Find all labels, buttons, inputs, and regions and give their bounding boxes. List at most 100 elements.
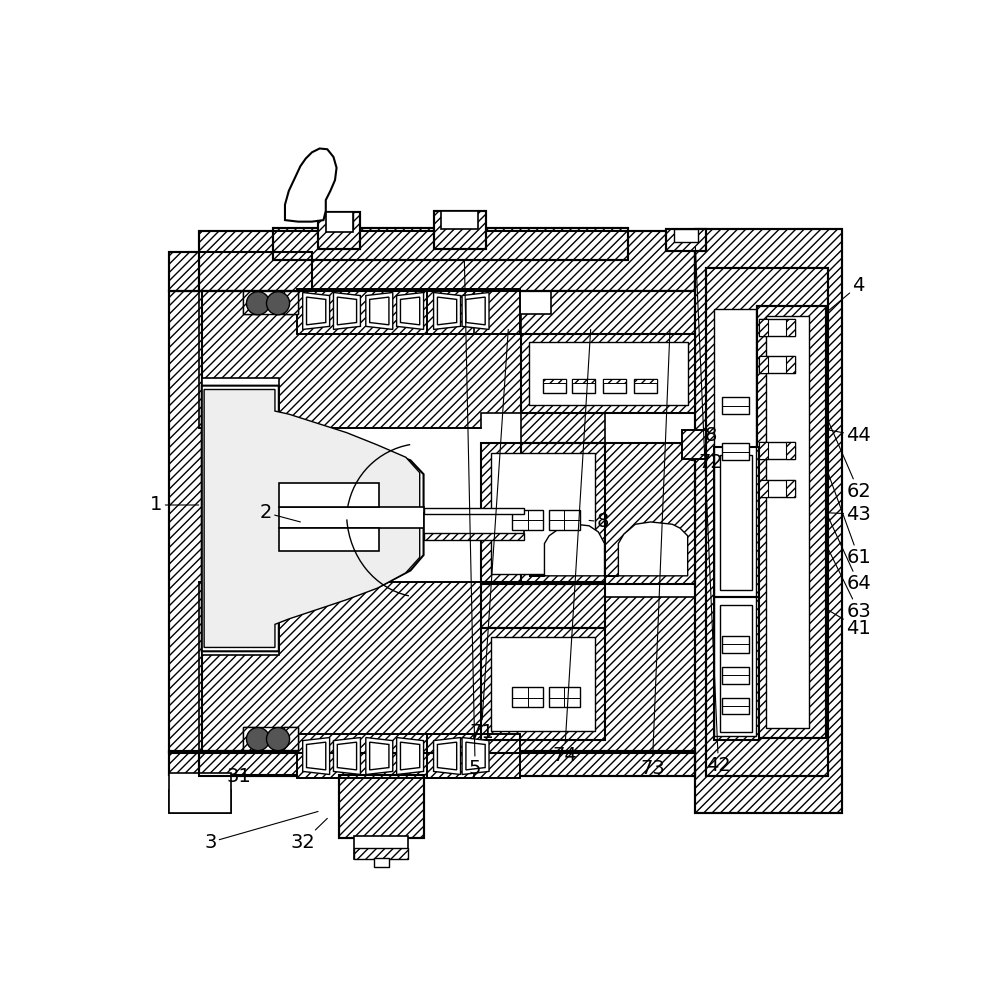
Polygon shape bbox=[201, 386, 424, 651]
Bar bbox=[242, 291, 256, 314]
Bar bbox=[759, 480, 796, 497]
Bar bbox=[242, 727, 256, 750]
Text: 63: 63 bbox=[827, 545, 871, 621]
Text: 61: 61 bbox=[827, 468, 871, 567]
Bar bbox=[634, 379, 657, 383]
Polygon shape bbox=[370, 297, 389, 325]
Bar bbox=[666, 229, 706, 251]
Text: 43: 43 bbox=[827, 505, 871, 524]
Bar bbox=[434, 211, 486, 249]
Polygon shape bbox=[466, 297, 486, 325]
Polygon shape bbox=[303, 738, 330, 774]
Bar bbox=[296, 289, 474, 334]
Polygon shape bbox=[434, 738, 461, 774]
Text: 74: 74 bbox=[552, 329, 590, 765]
Bar bbox=[634, 379, 657, 393]
Polygon shape bbox=[337, 297, 357, 325]
Polygon shape bbox=[333, 292, 361, 329]
Bar bbox=[284, 291, 298, 314]
Bar bbox=[491, 453, 595, 574]
Text: 44: 44 bbox=[827, 426, 871, 445]
Text: 71: 71 bbox=[469, 329, 508, 742]
Bar bbox=[759, 442, 768, 459]
Bar bbox=[759, 356, 796, 373]
Polygon shape bbox=[370, 742, 389, 770]
Polygon shape bbox=[366, 292, 393, 329]
Text: 4: 4 bbox=[827, 276, 864, 312]
Bar bbox=[706, 268, 828, 776]
Bar bbox=[706, 268, 828, 776]
Bar bbox=[169, 790, 231, 813]
Bar bbox=[279, 483, 379, 507]
Bar bbox=[695, 229, 841, 813]
Circle shape bbox=[246, 292, 269, 315]
Bar bbox=[759, 319, 768, 336]
Bar bbox=[354, 848, 408, 859]
Bar bbox=[318, 212, 361, 249]
Polygon shape bbox=[333, 738, 361, 774]
Text: 5: 5 bbox=[465, 260, 482, 778]
Bar bbox=[521, 334, 695, 413]
Bar bbox=[757, 306, 827, 738]
Text: 32: 32 bbox=[290, 818, 327, 852]
Text: 31: 31 bbox=[226, 767, 279, 786]
Bar bbox=[682, 430, 706, 459]
Text: 8: 8 bbox=[589, 512, 609, 531]
Polygon shape bbox=[438, 742, 457, 770]
Bar bbox=[242, 727, 298, 750]
Polygon shape bbox=[397, 738, 424, 774]
Bar bbox=[169, 252, 312, 291]
Bar bbox=[326, 212, 353, 232]
Bar bbox=[787, 442, 796, 459]
Bar bbox=[482, 628, 604, 740]
Bar bbox=[512, 687, 543, 707]
Text: 72: 72 bbox=[691, 453, 723, 472]
Bar bbox=[723, 636, 750, 653]
Polygon shape bbox=[366, 738, 393, 774]
Bar bbox=[198, 231, 695, 291]
Bar bbox=[529, 342, 688, 405]
Polygon shape bbox=[397, 292, 424, 329]
Bar bbox=[424, 533, 523, 540]
Bar bbox=[318, 212, 361, 249]
Bar bbox=[543, 379, 566, 383]
Polygon shape bbox=[285, 148, 337, 222]
Text: 2: 2 bbox=[259, 503, 300, 522]
Bar bbox=[603, 379, 626, 383]
Text: 8: 8 bbox=[705, 426, 717, 445]
Polygon shape bbox=[204, 389, 420, 647]
Bar bbox=[482, 582, 604, 628]
Text: 64: 64 bbox=[827, 513, 871, 593]
Bar bbox=[326, 212, 353, 229]
Bar bbox=[442, 211, 479, 229]
Bar bbox=[296, 734, 474, 778]
Bar bbox=[428, 734, 519, 778]
Bar bbox=[296, 734, 474, 778]
Polygon shape bbox=[462, 292, 489, 329]
Bar bbox=[198, 751, 695, 776]
Bar bbox=[169, 252, 312, 291]
Bar bbox=[279, 528, 379, 551]
Polygon shape bbox=[401, 742, 420, 770]
Polygon shape bbox=[306, 742, 326, 770]
Bar bbox=[201, 378, 279, 655]
Bar bbox=[169, 773, 231, 813]
Polygon shape bbox=[306, 297, 326, 325]
Bar bbox=[169, 291, 201, 753]
Bar bbox=[169, 291, 201, 753]
Bar bbox=[296, 289, 474, 334]
Bar bbox=[549, 687, 580, 707]
Bar bbox=[428, 289, 519, 334]
Bar bbox=[482, 582, 604, 628]
Bar bbox=[482, 628, 604, 740]
Bar bbox=[169, 751, 312, 774]
Polygon shape bbox=[198, 291, 695, 443]
Bar bbox=[521, 334, 695, 413]
Bar bbox=[714, 597, 759, 740]
Polygon shape bbox=[438, 297, 457, 325]
Bar bbox=[666, 229, 706, 251]
Bar bbox=[714, 309, 756, 736]
Bar bbox=[428, 734, 519, 778]
Bar bbox=[759, 356, 768, 373]
Text: 3: 3 bbox=[204, 811, 318, 852]
